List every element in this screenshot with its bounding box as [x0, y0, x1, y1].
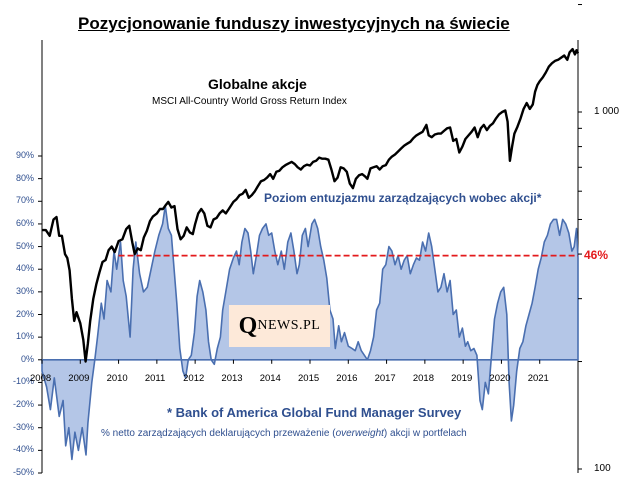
left-tick-label: 10% — [15, 331, 34, 342]
average-value-label: 46% — [584, 248, 609, 262]
x-tick-label: 2016 — [336, 372, 358, 384]
left-tick-label: -10% — [12, 376, 34, 387]
msci-index-line-series — [42, 47, 580, 363]
x-tick-label: 2021 — [527, 372, 549, 384]
left-tick-label: 40% — [15, 263, 34, 274]
survey-note: % netto zarządzających deklarujących prz… — [101, 428, 467, 439]
x-tick-label: 2015 — [298, 372, 320, 384]
left-tick-label: 60% — [15, 217, 34, 228]
enthusiasm-series-label: Poziom entuzjazmu zarządzających wobec a… — [264, 191, 542, 205]
logo-q: Q — [238, 312, 258, 339]
x-tick-label: 2011 — [144, 372, 166, 384]
chart-title: Pozycjonowanie funduszy inwestycyjnych n… — [78, 14, 510, 33]
index-subtitle: MSCI All-Country World Gross Return Inde… — [152, 96, 347, 107]
right-tick-label: 1 000 — [594, 106, 620, 117]
left-tick-label: 0% — [20, 353, 34, 364]
x-tick-label: 2014 — [259, 372, 281, 384]
x-tick-label: 2008 — [30, 372, 52, 384]
x-tick-label: 2019 — [451, 372, 473, 384]
left-tick-label: -40% — [12, 444, 34, 455]
left-tick-label: 90% — [15, 150, 34, 160]
left-tick-label: -50% — [12, 467, 34, 477]
left-tick-label: -30% — [12, 421, 34, 432]
x-tick-label: 2013 — [221, 372, 243, 384]
qnews-logo: Q NEWS.PL — [229, 305, 330, 347]
survey-source-label: * Bank of America Global Fund Manager Su… — [167, 405, 462, 420]
right-tick-label: 100 — [594, 463, 611, 474]
index-title: Globalne akcje — [208, 76, 307, 92]
x-tick-label: 2010 — [106, 372, 128, 384]
x-tick-label: 2012 — [183, 372, 205, 384]
left-tick-label: 80% — [15, 172, 34, 183]
logo-rest: NEWS.PL — [257, 318, 321, 333]
x-tick-label: 2018 — [412, 372, 434, 384]
axis-ticks — [38, 4, 582, 474]
x-tick-label: 2020 — [489, 372, 511, 384]
left-tick-label: 50% — [15, 240, 34, 251]
x-tick-label: 2009 — [68, 372, 90, 384]
left-tick-label: 30% — [15, 285, 34, 296]
left-tick-label: 20% — [15, 308, 34, 319]
x-tick-label: 2017 — [374, 372, 396, 384]
left-tick-label: -20% — [12, 399, 34, 410]
left-tick-label: 70% — [15, 195, 34, 206]
